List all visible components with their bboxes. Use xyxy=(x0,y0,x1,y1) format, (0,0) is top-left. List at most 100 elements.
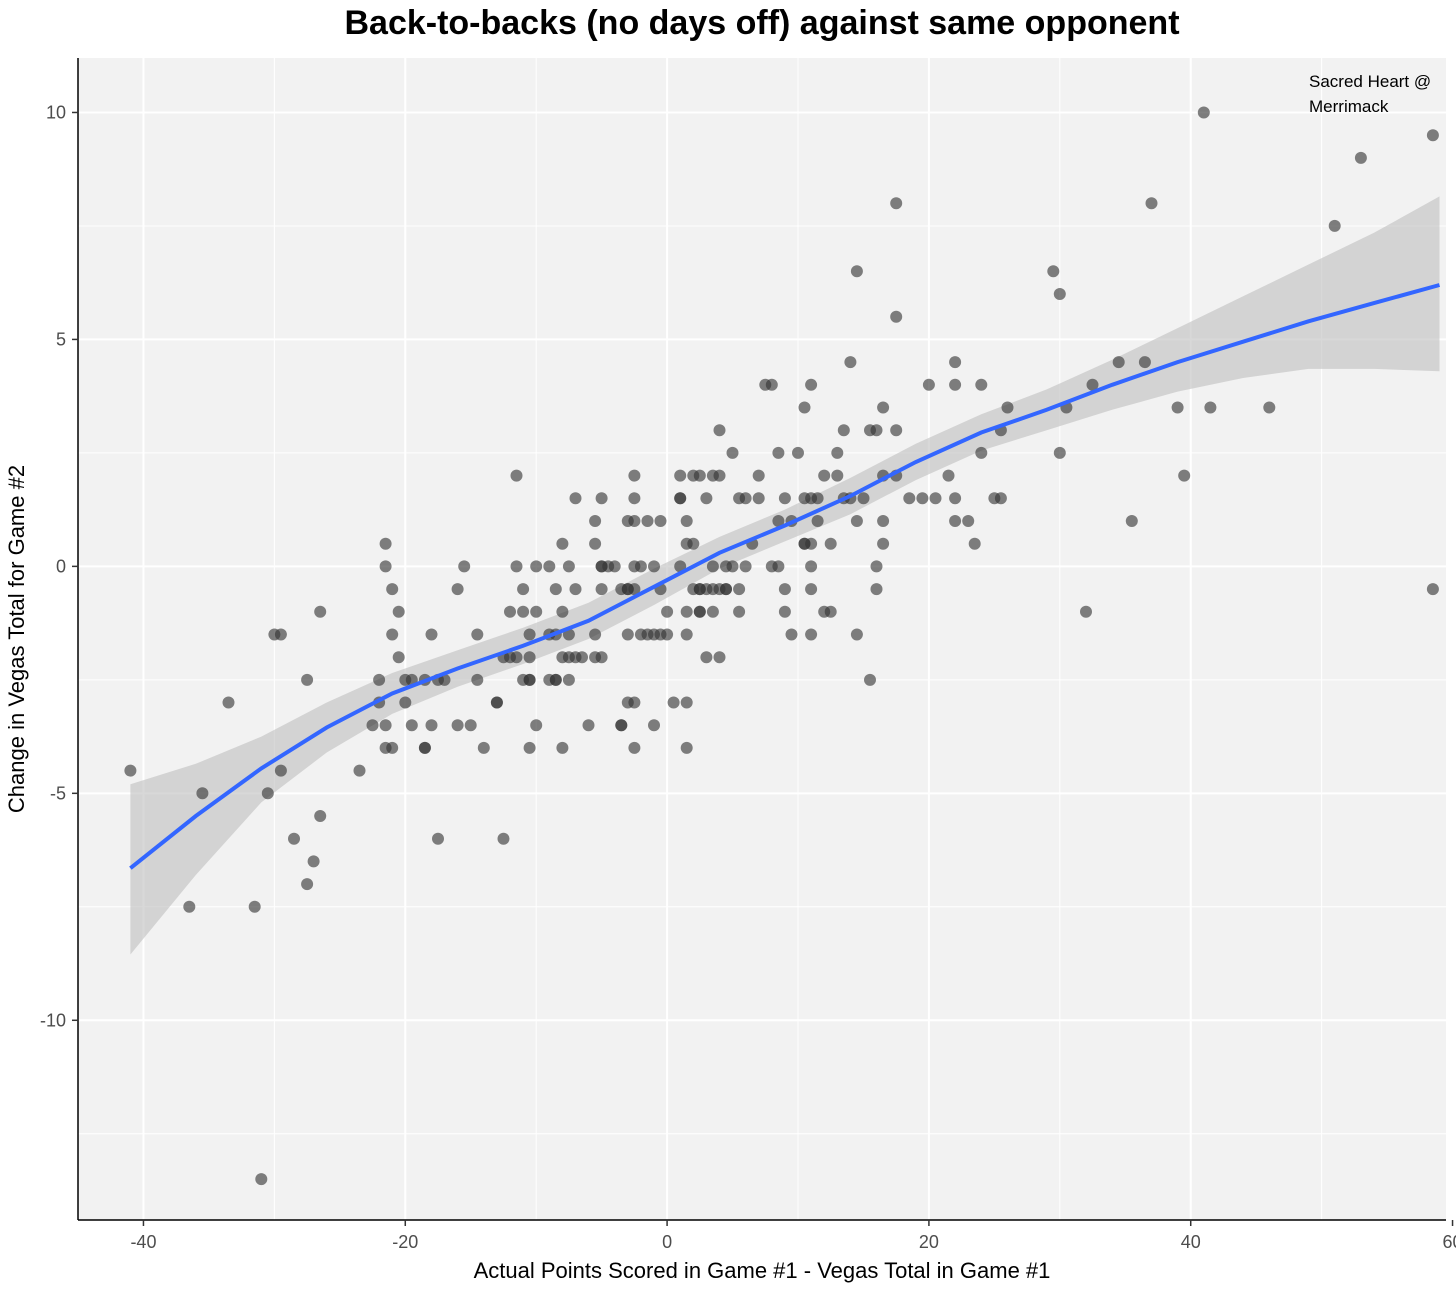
data-point xyxy=(608,560,621,573)
annotation-line-2: Merrimack xyxy=(1309,97,1389,116)
data-point xyxy=(595,492,608,505)
data-point xyxy=(124,764,137,777)
data-point xyxy=(386,628,399,641)
data-point xyxy=(517,605,530,618)
x-tick-label: -20 xyxy=(392,1232,418,1252)
data-point xyxy=(818,469,831,482)
data-point xyxy=(733,583,746,596)
data-point xyxy=(301,673,314,686)
data-point xyxy=(392,651,405,664)
data-point xyxy=(739,560,752,573)
data-point xyxy=(196,787,209,800)
data-point xyxy=(792,446,804,459)
data-point xyxy=(667,696,680,709)
data-point xyxy=(811,515,824,527)
y-tick-label: 10 xyxy=(46,102,66,122)
data-point xyxy=(772,515,785,527)
data-point xyxy=(975,378,988,391)
data-point xyxy=(726,446,739,459)
data-point xyxy=(386,583,399,596)
data-point xyxy=(628,515,641,527)
data-point xyxy=(922,378,935,391)
data-point xyxy=(274,764,287,777)
x-tick-label: 40 xyxy=(1181,1232,1201,1252)
data-point xyxy=(379,719,392,732)
data-point xyxy=(870,560,883,573)
data-point xyxy=(366,719,379,732)
data-point xyxy=(831,469,844,482)
data-point xyxy=(621,628,634,641)
data-point xyxy=(1354,151,1367,164)
y-axis-ticks: -10 -5 0 5 10 xyxy=(40,102,78,1030)
data-point xyxy=(451,583,464,596)
data-point xyxy=(700,651,713,664)
data-point xyxy=(386,741,399,754)
data-point xyxy=(504,605,516,618)
data-point xyxy=(752,492,765,505)
data-point xyxy=(477,741,490,754)
data-point xyxy=(595,651,608,664)
data-point xyxy=(864,673,876,686)
data-point xyxy=(314,810,327,822)
data-point xyxy=(556,605,569,618)
plot-panel xyxy=(78,58,1446,1220)
data-point xyxy=(379,537,392,550)
data-point xyxy=(523,651,536,664)
data-point xyxy=(890,197,903,210)
data-point xyxy=(255,1173,268,1186)
data-point xyxy=(523,673,536,686)
data-point xyxy=(530,560,543,573)
data-point xyxy=(949,378,962,391)
data-point xyxy=(850,628,863,641)
data-point xyxy=(1053,288,1066,300)
data-point xyxy=(850,265,863,278)
data-point xyxy=(1263,401,1276,414)
annotation-line-1: Sacred Heart @ xyxy=(1309,72,1431,91)
data-point xyxy=(713,651,726,664)
data-point xyxy=(405,719,418,732)
data-point xyxy=(1178,469,1191,482)
data-point xyxy=(949,515,962,527)
data-point xyxy=(569,583,582,596)
data-point xyxy=(248,900,261,913)
data-point xyxy=(870,424,883,437)
data-point xyxy=(674,492,687,505)
data-point xyxy=(903,492,916,505)
data-point xyxy=(1112,356,1125,369)
data-point xyxy=(458,560,471,573)
data-point xyxy=(772,560,785,573)
y-axis-title: Change in Vegas Total for Game #2 xyxy=(4,465,29,813)
x-tick-label: -40 xyxy=(130,1232,156,1252)
data-point xyxy=(726,560,739,573)
data-point xyxy=(844,356,857,369)
data-point xyxy=(1001,401,1014,414)
data-point xyxy=(562,673,575,686)
data-point xyxy=(805,560,818,573)
data-point xyxy=(432,832,444,845)
data-point xyxy=(589,515,602,527)
data-point xyxy=(857,492,870,505)
data-point xyxy=(877,401,890,414)
x-axis-ticks: -40 -20 0 20 40 60 xyxy=(130,1220,1456,1252)
data-point xyxy=(798,401,811,414)
data-point xyxy=(641,515,654,527)
x-tick-label: 0 xyxy=(662,1232,672,1252)
data-point xyxy=(680,605,693,618)
data-point xyxy=(576,651,588,664)
data-point xyxy=(706,560,719,573)
data-point xyxy=(890,310,903,323)
data-point xyxy=(674,469,687,482)
data-point xyxy=(490,696,503,709)
data-point xyxy=(733,605,746,618)
data-point xyxy=(562,560,575,573)
data-point xyxy=(713,424,726,437)
data-point xyxy=(595,583,608,596)
data-point xyxy=(549,583,562,596)
data-point xyxy=(680,628,693,641)
data-point xyxy=(805,537,818,550)
data-point xyxy=(543,560,556,573)
data-point xyxy=(693,469,706,482)
data-point xyxy=(805,378,818,391)
data-point xyxy=(1171,401,1184,414)
data-point xyxy=(556,537,569,550)
